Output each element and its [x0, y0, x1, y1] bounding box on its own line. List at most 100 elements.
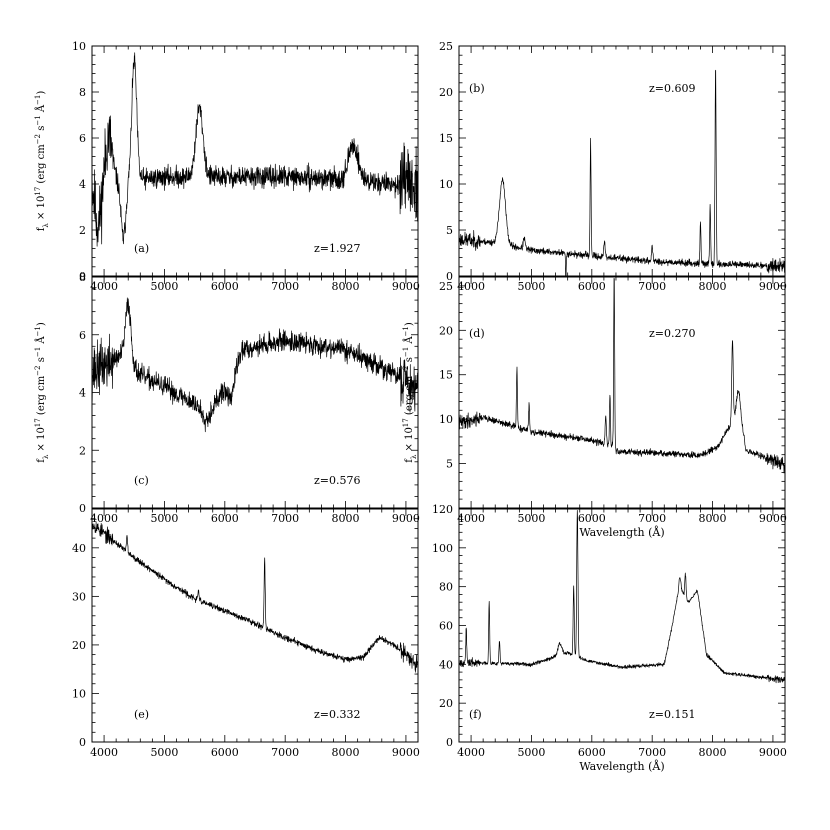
x-tick-label: 8000 — [332, 512, 360, 525]
redshift-label: z=1.927 — [314, 242, 361, 255]
x-tick-label: 5000 — [150, 512, 178, 525]
x-tick-label: 6000 — [578, 746, 606, 759]
y-tick-label: 6 — [79, 329, 86, 342]
y-tick-label: 5 — [446, 224, 453, 237]
panel-f: 4000 5000 6000 7000 8000 9000 0 20 40 60 80 100 120 (… — [432, 503, 787, 773]
redshift-label: z=0.609 — [649, 82, 696, 95]
panel-label: (f) — [469, 708, 482, 721]
x-tick-label: 9000 — [392, 512, 420, 525]
y-tick-label: 25 — [439, 40, 453, 53]
panel-a: 4000 5000 6000 7000 8000 9000 0 2 4 6 8 10 (a) z=1.92… — [34, 40, 420, 293]
y-tick-label: 40 — [439, 658, 453, 671]
x-tick-label: 6000 — [211, 280, 239, 293]
x-tick-label: 7000 — [638, 512, 666, 525]
x-tick-label: 7000 — [271, 280, 299, 293]
x-tick-label: 5000 — [150, 280, 178, 293]
spectrum-line — [459, 509, 785, 684]
y-tick-label: 2 — [79, 224, 86, 237]
spectrum-line — [92, 52, 418, 247]
x-tick-label: 9000 — [759, 512, 787, 525]
panel-label: (a) — [134, 242, 149, 255]
x-tick-label: 8000 — [699, 746, 727, 759]
spectrum-line — [92, 521, 418, 673]
x-tick-label: 4000 — [90, 280, 118, 293]
x-tick-label: 8000 — [699, 512, 727, 525]
plot-frame — [458, 276, 786, 509]
y-tick-label: 0 — [446, 736, 453, 749]
plot-frame — [458, 45, 786, 277]
y-tick-label: 20 — [439, 86, 453, 99]
spectrum-line — [92, 297, 418, 433]
panel-label: (d) — [469, 327, 485, 340]
y-tick-label: 10 — [439, 178, 453, 191]
y-tick-label: 0 — [79, 736, 86, 749]
y-tick-label: 8 — [79, 271, 86, 284]
x-axis-label: Wavelength (Å) — [579, 525, 664, 539]
y-axis-label: fλ × 1017 (erg cm−2 s−1 Å−1) — [34, 322, 50, 463]
x-tick-label: 9000 — [392, 746, 420, 759]
x-tick-label: 7000 — [271, 746, 299, 759]
x-tick-label: 5000 — [150, 746, 178, 759]
x-tick-label: 7000 — [638, 280, 666, 293]
y-tick-label: 5 — [446, 458, 453, 471]
y-tick-label: 0 — [446, 270, 453, 283]
panel-b: 4000 5000 6000 7000 8000 9000 0 5 10 15 20 25 (b) z=0… — [439, 40, 787, 293]
x-tick-label: 5000 — [517, 746, 545, 759]
y-tick-label: 100 — [432, 542, 453, 555]
y-tick-label: 2 — [79, 444, 86, 457]
x-tick-label: 4000 — [457, 280, 485, 293]
x-tick-label: 4000 — [457, 512, 485, 525]
x-tick-label: 6000 — [578, 512, 606, 525]
spectrum-line — [459, 277, 785, 474]
y-tick-label: 30 — [72, 590, 86, 603]
plot-frame — [91, 45, 419, 277]
spectrum-line — [459, 69, 785, 276]
y-tick-label: 10 — [439, 413, 453, 426]
x-tick-label: 7000 — [638, 746, 666, 759]
redshift-label: z=0.270 — [649, 327, 696, 340]
y-tick-label: 15 — [439, 369, 453, 382]
redshift-label: z=0.332 — [314, 708, 361, 721]
x-axis-label: Wavelength (Å) — [579, 759, 664, 773]
x-tick-label: 4000 — [90, 746, 118, 759]
x-tick-label: 4000 — [457, 746, 485, 759]
x-tick-label: 4000 — [90, 512, 118, 525]
y-tick-label: 10 — [72, 40, 86, 53]
y-tick-label: 6 — [79, 132, 86, 145]
y-tick-label: 20 — [72, 639, 86, 652]
x-tick-label: 5000 — [517, 280, 545, 293]
y-tick-label: 15 — [439, 132, 453, 145]
y-tick-label: 120 — [432, 503, 453, 516]
plot-frame — [458, 508, 786, 743]
panel-label: (c) — [134, 474, 149, 487]
y-tick-label: 4 — [79, 178, 86, 191]
x-tick-label: 9000 — [759, 280, 787, 293]
y-tick-label: 40 — [72, 542, 86, 555]
x-tick-label: 9000 — [392, 280, 420, 293]
redshift-label: z=0.576 — [314, 474, 361, 487]
y-axis-label: fλ × 1017 (erg cm−2 s−1 Å−1) — [402, 322, 418, 463]
x-tick-label: 9000 — [759, 746, 787, 759]
x-tick-label: 8000 — [699, 280, 727, 293]
y-tick-label: 60 — [439, 620, 453, 633]
x-tick-label: 8000 — [332, 280, 360, 293]
panel-d: 4000 5000 6000 7000 8000 9000 5 10 15 20 25 (d) z=0.… — [402, 276, 787, 539]
x-tick-label: 8000 — [332, 746, 360, 759]
x-tick-label: 5000 — [517, 512, 545, 525]
x-tick-label: 6000 — [578, 280, 606, 293]
y-tick-label: 4 — [79, 387, 86, 400]
y-tick-label: 0 — [79, 270, 86, 283]
x-tick-label: 6000 — [211, 746, 239, 759]
redshift-label: z=0.151 — [649, 708, 696, 721]
y-tick-label: 10 — [72, 687, 86, 700]
y-tick-label: 0 — [79, 502, 86, 515]
y-tick-label: 25 — [439, 280, 453, 293]
x-tick-label: 7000 — [271, 512, 299, 525]
y-axis-label: fλ × 1017 (erg cm−2 s−1 Å−1) — [34, 91, 50, 232]
panel-c: 4000 5000 6000 7000 8000 9000 0 2 4 6 8 (c) z=0.576 f… — [34, 271, 420, 525]
y-tick-label: 20 — [439, 324, 453, 337]
panel-e: 4000 5000 6000 7000 8000 9000 0 10 20 30 40 (e) z=0.… — [72, 508, 420, 759]
y-tick-label: 80 — [439, 581, 453, 594]
y-tick-label: 20 — [439, 697, 453, 710]
